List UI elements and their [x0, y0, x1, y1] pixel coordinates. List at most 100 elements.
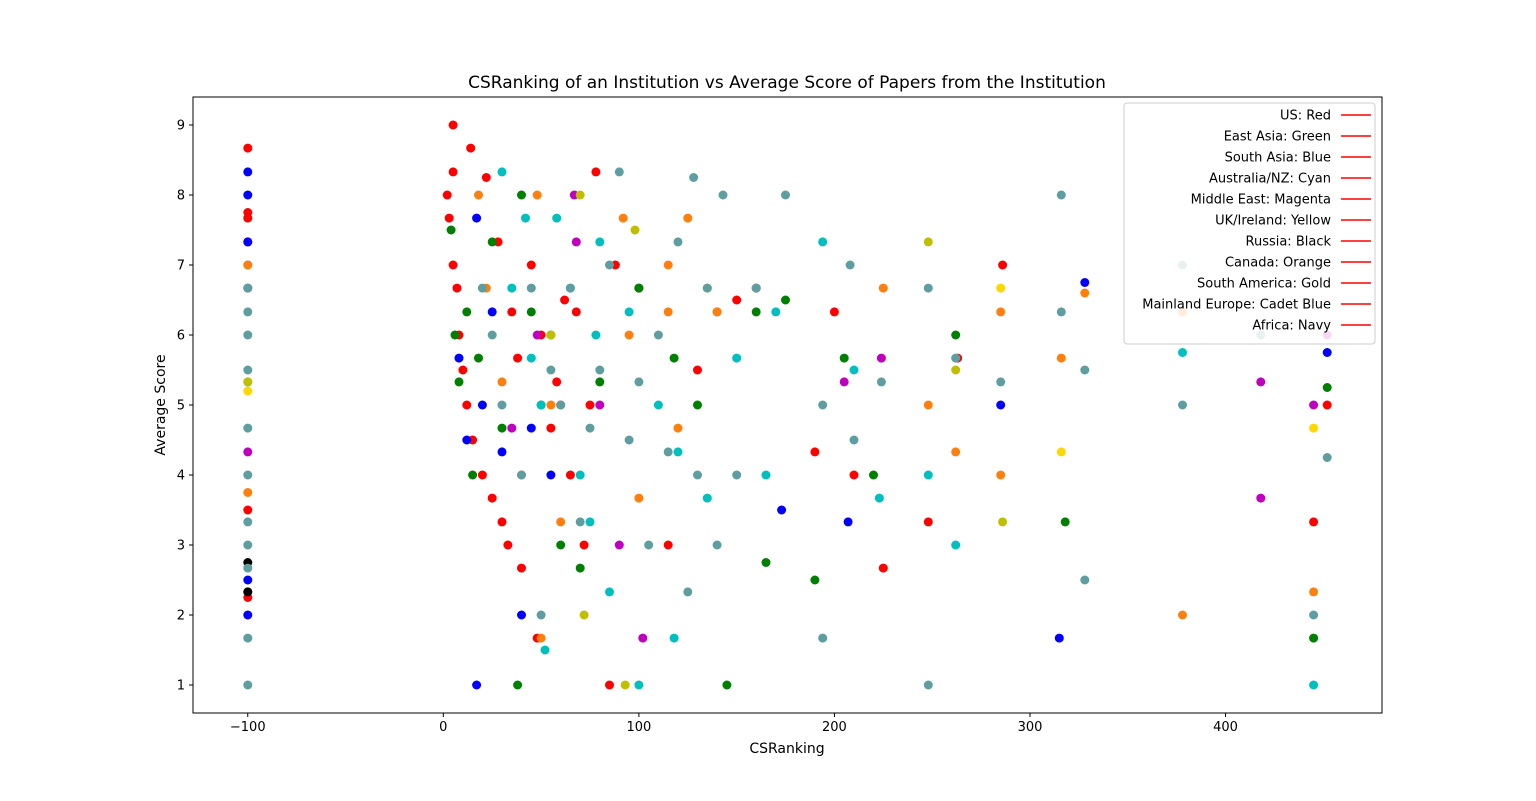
data-point-series-9-2: [243, 330, 253, 340]
data-point-series-9-14: [517, 470, 526, 480]
data-point-series-8-3: [1309, 423, 1319, 433]
data-point-series-5-5: [630, 225, 640, 235]
data-point-series-2-0: [243, 167, 253, 177]
data-point-series-4-10: [839, 377, 849, 387]
data-point-series-5-0: [243, 377, 253, 387]
legend: US: Red East Asia: Green South Asia: Blue A…: [1123, 102, 1376, 345]
data-point-series-9-18: [556, 400, 566, 410]
data-point-series-2-1: [243, 190, 253, 200]
data-point-series-9-12: [487, 330, 497, 340]
data-point-series-9-36: [718, 190, 728, 200]
x-tick-label-2: 100: [626, 720, 651, 735]
data-point-series-2-9: [477, 400, 487, 410]
data-point-series-0-45: [810, 447, 820, 457]
data-point-series-9-3: [243, 365, 253, 375]
data-point-series-9-32: [689, 173, 699, 182]
data-point-series-0-24: [507, 307, 517, 317]
data-point-series-9-28: [653, 330, 663, 340]
data-point-series-3-19: [673, 447, 683, 457]
data-point-series-7-0: [243, 260, 253, 270]
data-point-series-7-18: [712, 307, 722, 317]
data-point-series-3-11: [585, 517, 595, 527]
data-point-series-1-24: [810, 575, 820, 585]
data-point-series-0-44: [732, 295, 742, 305]
data-point-series-0-9: [448, 120, 458, 130]
data-point-series-3-2: [497, 167, 507, 177]
data-point-series-3-17: [653, 400, 663, 410]
data-point-series-2-20: [1322, 348, 1332, 357]
data-point-series-3-22: [761, 470, 771, 480]
data-point-series-3-4: [521, 213, 530, 223]
data-point-series-3-16: [634, 680, 644, 690]
data-point-series-7-25: [1080, 288, 1090, 298]
data-point-series-9-16: [536, 610, 546, 620]
data-point-series-9-45: [923, 283, 933, 293]
y-tick-label-6: 7: [177, 259, 185, 274]
data-point-series-2-4: [243, 610, 253, 620]
data-point-series-4-11: [876, 353, 886, 363]
data-point-series-7-4: [497, 377, 507, 387]
data-point-series-8-1: [996, 283, 1006, 293]
x-tick-label-0: −100: [230, 720, 266, 735]
data-point-series-9-31: [683, 587, 693, 597]
data-point-series-7-27: [1178, 610, 1187, 620]
legend-label-10: Africa: Navy: [1252, 319, 1331, 334]
data-point-series-0-7: [442, 190, 452, 200]
data-point-series-1-30: [1322, 383, 1332, 392]
data-point-series-9-47: [951, 353, 961, 363]
data-point-series-7-23: [996, 470, 1006, 480]
data-point-series-9-48: [996, 377, 1006, 387]
data-point-series-4-6: [595, 400, 605, 410]
data-point-series-9-1: [243, 307, 253, 317]
data-point-series-9-50: [1056, 307, 1066, 317]
data-point-series-1-16: [634, 283, 644, 293]
data-point-series-0-8: [444, 213, 454, 223]
data-point-series-5-4: [620, 680, 630, 690]
data-point-series-3-27: [923, 470, 933, 480]
data-point-series-3-23: [771, 307, 781, 317]
data-point-series-9-41: [818, 633, 828, 643]
data-point-series-7-28: [1309, 587, 1319, 597]
data-point-series-5-1: [546, 330, 556, 340]
data-point-series-7-6: [532, 190, 542, 200]
data-point-series-1-13: [556, 540, 566, 550]
data-point-series-8-2: [1056, 447, 1066, 457]
data-point-series-9-23: [605, 260, 614, 270]
legend-label-3: Australia/NZ: Cyan: [1209, 172, 1331, 187]
data-point-series-4-1: [243, 447, 253, 457]
legend-box: [1123, 102, 1376, 345]
data-point-series-3-21: [732, 353, 742, 363]
data-point-series-0-18: [477, 470, 487, 480]
data-point-series-7-11: [624, 330, 634, 340]
data-point-series-1-25: [839, 353, 849, 363]
data-point-series-1-29: [1309, 633, 1319, 643]
data-point-series-7-22: [996, 307, 1006, 317]
points-layer: [243, 120, 1332, 690]
data-point-series-2-7: [472, 213, 482, 223]
data-point-series-1-28: [1060, 517, 1070, 527]
data-point-series-0-26: [517, 563, 526, 573]
data-point-series-9-46: [923, 680, 933, 690]
legend-label-5: UK/Ireland: Yellow: [1215, 214, 1331, 229]
data-point-series-5-6: [923, 237, 933, 247]
x-tick-label-5: 400: [1213, 720, 1238, 735]
data-point-series-9-33: [693, 470, 702, 480]
data-point-series-9-21: [585, 423, 595, 433]
data-point-series-7-8: [546, 400, 556, 410]
data-point-series-7-20: [923, 400, 933, 410]
data-point-series-9-11: [477, 283, 487, 293]
chart-title: CSRanking of an Institution vs Average S…: [468, 73, 1106, 93]
data-point-series-0-10: [448, 167, 458, 177]
data-point-series-9-29: [663, 447, 673, 457]
data-point-series-1-9: [517, 190, 526, 200]
data-point-series-3-15: [624, 307, 634, 317]
data-point-series-5-2: [575, 190, 585, 200]
data-point-series-3-10: [575, 470, 585, 480]
data-point-series-0-16: [466, 143, 476, 153]
data-point-series-0-35: [571, 307, 581, 317]
data-point-series-7-19: [878, 283, 888, 293]
legend-label-7: Canada: Orange: [1225, 256, 1331, 271]
data-point-series-0-27: [526, 260, 536, 270]
y-tick-label-1: 2: [177, 609, 185, 624]
data-point-series-1-21: [751, 307, 761, 317]
